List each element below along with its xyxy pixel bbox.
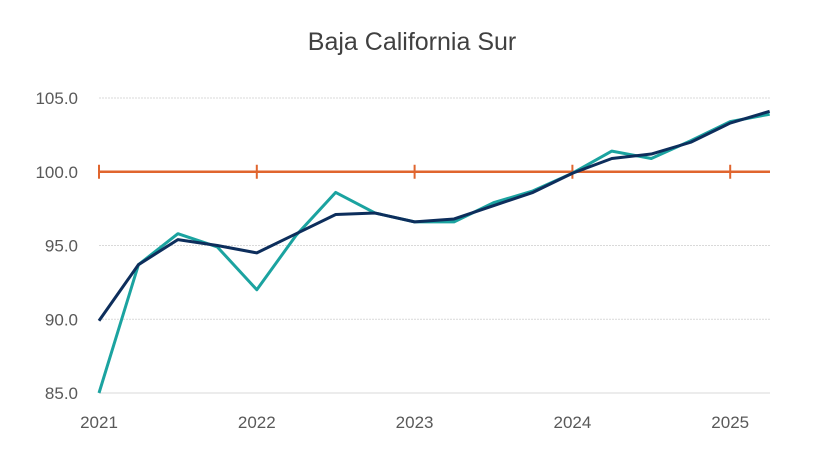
x-tick-label: 2025 <box>711 413 749 432</box>
y-tick-label: 85.0 <box>45 384 78 403</box>
y-tick-label: 95.0 <box>45 237 78 256</box>
x-tick-label: 2021 <box>80 413 118 432</box>
chart-title: Baja California Sur <box>308 28 516 56</box>
y-tick-label: 100.0 <box>35 163 78 182</box>
x-tick-label: 2022 <box>238 413 276 432</box>
x-tick-label: 2023 <box>396 413 434 432</box>
x-tick-label: 2024 <box>553 413 591 432</box>
y-tick-label: 90.0 <box>45 310 78 329</box>
series-line-1 <box>97 112 770 394</box>
series-line-2 <box>97 109 771 322</box>
y-tick-label: 105.0 <box>35 89 78 108</box>
